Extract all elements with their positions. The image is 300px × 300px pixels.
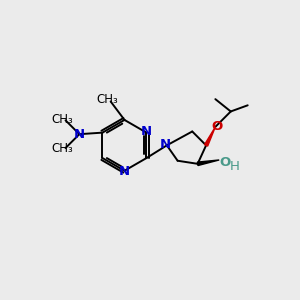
- Text: CH₃: CH₃: [52, 142, 73, 155]
- Text: CH₃: CH₃: [52, 113, 73, 126]
- Text: O: O: [211, 120, 223, 133]
- Polygon shape: [205, 127, 215, 146]
- Text: O: O: [220, 156, 231, 169]
- Text: N: N: [74, 128, 85, 141]
- Polygon shape: [197, 160, 219, 166]
- Text: N: N: [160, 138, 171, 151]
- Text: N: N: [119, 165, 130, 178]
- Text: CH₃: CH₃: [97, 93, 119, 106]
- Text: H: H: [230, 160, 239, 172]
- Text: N: N: [141, 124, 152, 138]
